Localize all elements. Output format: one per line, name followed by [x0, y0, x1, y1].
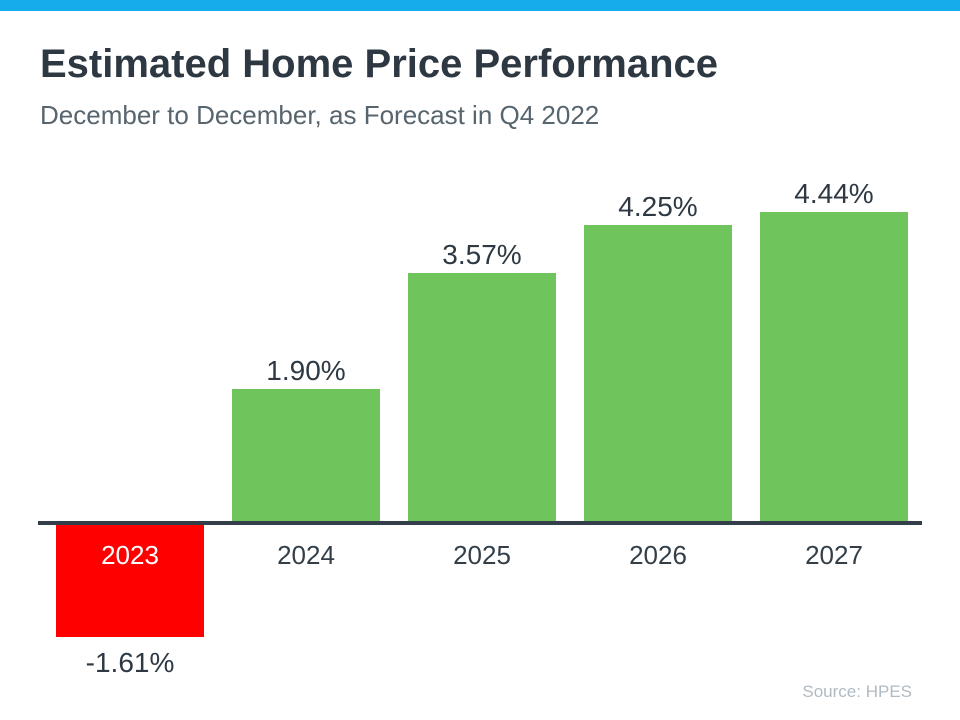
bar-2025 [408, 273, 556, 521]
category-label-2025: 2025 [453, 540, 511, 570]
category-label-2027: 2027 [805, 540, 863, 570]
bar-2027 [760, 212, 908, 521]
category-label-2024: 2024 [277, 540, 335, 570]
bar-2023 [56, 525, 204, 637]
bar-2026 [584, 225, 732, 521]
value-label-2025: 3.57% [442, 239, 522, 270]
x-axis-line [38, 521, 922, 525]
category-label-2026: 2026 [629, 540, 687, 570]
category-label-2023: 2023 [101, 540, 159, 570]
bar-2024 [232, 389, 380, 521]
page-title: Estimated Home Price Performance [40, 42, 719, 86]
top-accent-bar [0, 0, 960, 11]
value-label-2027: 4.44% [794, 178, 874, 209]
value-label-2023: -1.61% [85, 647, 175, 678]
value-label-2026: 4.25% [618, 191, 698, 222]
source-credit: Source: HPES [802, 682, 912, 701]
page-subtitle: December to December, as Forecast in Q4 … [40, 100, 600, 130]
value-label-2024: 1.90% [266, 355, 346, 386]
